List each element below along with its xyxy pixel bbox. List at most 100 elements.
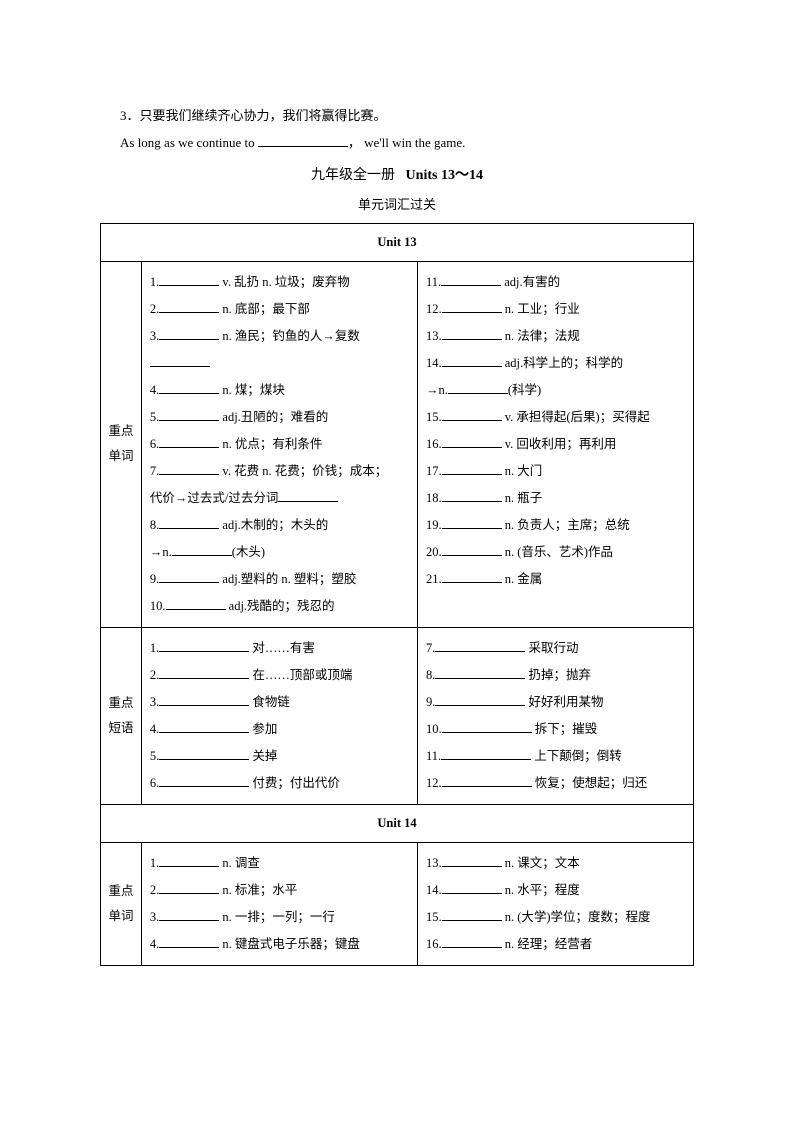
unit14-header: Unit 14 <box>101 804 694 842</box>
word-3: n. 渔民；钓鱼的人→复数 <box>222 329 360 343</box>
fill-blank[interactable] <box>278 488 338 502</box>
word-16: v. 回收利用；再利用 <box>505 437 617 451</box>
word-1: v. 乱扔 n. 垃圾；废弃物 <box>222 275 349 289</box>
word-5: adj.丑陋的；难看的 <box>222 410 328 424</box>
u13-phrases-right: 7. 采取行动 8. 扔掉；抛弃 9. 好好利用某物 10. 拆下；摧毁 11.… <box>417 627 693 804</box>
vocab-table: Unit 13 重点 单词 1. v. 乱扔 n. 垃圾；废弃物 2. n. 底… <box>100 223 694 966</box>
fill-blank[interactable] <box>159 692 249 706</box>
word-19: n. 负责人；主席；总统 <box>505 518 630 532</box>
phrase-3: 食物链 <box>252 695 290 709</box>
fill-blank[interactable] <box>159 326 219 340</box>
fill-blank[interactable] <box>159 299 219 313</box>
fill-blank[interactable] <box>442 488 502 502</box>
word-11: adj.有害的 <box>504 275 560 289</box>
fill-blank[interactable] <box>435 665 525 679</box>
label-b: 单词 <box>108 444 133 469</box>
title-right: Units 13～14 <box>406 168 483 183</box>
word-17: n. 大门 <box>505 464 543 478</box>
fill-blank[interactable] <box>442 719 532 733</box>
fill-blank[interactable] <box>159 272 219 286</box>
fill-blank[interactable] <box>159 461 219 475</box>
q3-before: As long as we continue to <box>120 135 258 150</box>
fill-blank[interactable] <box>442 515 502 529</box>
fill-blank[interactable] <box>166 596 226 610</box>
fill-blank[interactable] <box>172 542 232 556</box>
page-container: 3．只要我们继续齐心协力，我们将赢得比赛。 As long as we cont… <box>0 0 794 1006</box>
fill-blank[interactable] <box>159 638 249 652</box>
fill-blank[interactable] <box>159 880 219 894</box>
word-1: n. 调查 <box>222 856 260 870</box>
fill-blank[interactable] <box>442 569 502 583</box>
phrase-2: 在……顶部或顶端 <box>252 668 352 682</box>
u13-phrases-left: 1. 对……有害 2. 在……顶部或顶端 3. 食物链 4. 参加 5. 关掉 … <box>141 627 417 804</box>
fill-blank[interactable] <box>442 880 502 894</box>
fill-blank[interactable] <box>159 746 249 760</box>
fill-blank[interactable] <box>159 407 219 421</box>
fill-blank[interactable] <box>159 380 219 394</box>
fill-blank[interactable] <box>442 461 502 475</box>
keywords-label-2: 重点 单词 <box>101 842 142 965</box>
word-8b-tail: (木头) <box>232 545 265 559</box>
fill-blank[interactable] <box>159 773 249 787</box>
fill-blank[interactable] <box>159 515 219 529</box>
fill-blank[interactable] <box>435 692 525 706</box>
word-2: n. 底部；最下部 <box>222 302 310 316</box>
fill-blank[interactable] <box>159 434 219 448</box>
fill-blank[interactable] <box>442 907 502 921</box>
main-title: 九年级全一册 Units 13～14 <box>100 164 694 184</box>
fill-blank[interactable] <box>442 299 502 313</box>
fill-blank[interactable] <box>442 353 502 367</box>
fill-blank[interactable] <box>159 665 249 679</box>
fill-blank[interactable] <box>441 272 501 286</box>
u13-words-left: 1. v. 乱扔 n. 垃圾；废弃物 2. n. 底部；最下部 3. n. 渔民… <box>141 261 417 627</box>
word-8: adj.木制的；木头的 <box>222 518 328 532</box>
fill-blank[interactable] <box>442 773 532 787</box>
word-3: n. 一排；一列；一行 <box>222 910 335 924</box>
fill-blank[interactable] <box>448 380 508 394</box>
word-13: n. 课文；文本 <box>505 856 580 870</box>
fill-blank[interactable] <box>150 353 210 367</box>
q3-after: ， we'll win the game. <box>348 135 466 150</box>
fill-blank[interactable] <box>159 569 219 583</box>
word-13: n. 法律；法规 <box>505 329 580 343</box>
fill-blank[interactable] <box>258 133 348 147</box>
phrase-8: 扔掉；抛弃 <box>528 668 591 682</box>
phrase-12: 恢复；使想起；归还 <box>535 776 648 790</box>
phrase-1: 对……有害 <box>252 641 315 655</box>
subtitle: 单元词汇过关 <box>100 194 694 213</box>
word-15: n. (大学)学位；度数；程度 <box>505 910 651 924</box>
word-15: v. 承担得起(后果)；买得起 <box>505 410 650 424</box>
fill-blank[interactable] <box>159 907 219 921</box>
word-9: adj.塑料的 n. 塑料；塑胶 <box>222 572 356 586</box>
phrase-6: 付费；付出代价 <box>252 776 340 790</box>
fill-blank[interactable] <box>159 719 249 733</box>
phrase-5: 关掉 <box>252 749 277 763</box>
phrase-10: 拆下；摧毁 <box>535 722 598 736</box>
keywords-label: 重点 单词 <box>101 261 142 627</box>
word-8b-lbl: →n. <box>150 545 172 559</box>
fill-blank[interactable] <box>442 407 502 421</box>
label-b: 单词 <box>108 904 133 929</box>
fill-blank[interactable] <box>442 434 502 448</box>
word-7: v. 花费 n. 花费；价钱；成本； <box>222 464 387 478</box>
fill-blank[interactable] <box>442 934 502 948</box>
word-21: n. 金属 <box>505 572 543 586</box>
word-12: n. 工业；行业 <box>505 302 580 316</box>
title-left: 九年级全一册 <box>311 168 395 183</box>
fill-blank[interactable] <box>441 746 531 760</box>
u13-words-right: 11. adj.有害的 12. n. 工业；行业 13. n. 法律；法规 14… <box>417 261 693 627</box>
word-18: n. 瓶子 <box>505 491 543 505</box>
fill-blank[interactable] <box>442 542 502 556</box>
u14-words-left: 1. n. 调查 2. n. 标准；水平 3. n. 一排；一列；一行 4. n… <box>141 842 417 965</box>
fill-blank[interactable] <box>442 326 502 340</box>
word-4: n. 煤；煤块 <box>222 383 285 397</box>
unit13-header: Unit 13 <box>101 223 694 261</box>
fill-blank[interactable] <box>435 638 525 652</box>
word-6: n. 优点；有利条件 <box>222 437 322 451</box>
fill-blank[interactable] <box>159 934 219 948</box>
word-14: n. 水平；程度 <box>505 883 580 897</box>
fill-blank[interactable] <box>159 853 219 867</box>
word-14: adj.科学上的；科学的 <box>505 356 623 370</box>
word-14b-lbl: →n. <box>426 383 448 397</box>
fill-blank[interactable] <box>442 853 502 867</box>
